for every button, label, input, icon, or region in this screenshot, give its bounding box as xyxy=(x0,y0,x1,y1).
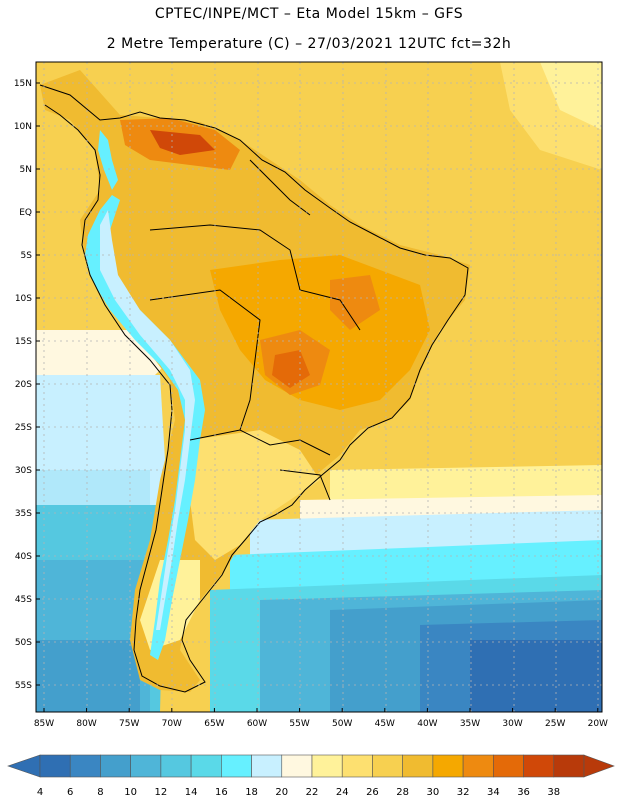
colorbar-swatch xyxy=(160,754,192,778)
colorbar-swatch xyxy=(493,754,524,778)
colorbar-label: 30 xyxy=(427,787,440,798)
coastlines xyxy=(39,84,469,693)
lon-label: 75W xyxy=(119,719,139,729)
colorbar-label: 12 xyxy=(155,787,168,798)
colorbar-label: 28 xyxy=(396,787,409,798)
lat-label: 40S xyxy=(15,552,32,562)
colorbar-label: 18 xyxy=(245,787,258,798)
lon-label: 85W xyxy=(34,719,54,729)
colorbar-swatch xyxy=(221,754,252,778)
colorbar-swatch xyxy=(553,754,585,778)
lon-label: 35W xyxy=(460,719,480,729)
colorbar-swatch xyxy=(372,754,403,778)
lat-label: 50S xyxy=(15,638,32,648)
colorbar-label: 38 xyxy=(547,787,560,798)
lat-label: 10N xyxy=(14,122,32,132)
lat-label: 20S xyxy=(15,380,32,390)
colorbar-label: 34 xyxy=(487,787,500,798)
lon-label: 45W xyxy=(375,719,395,729)
colorbar-label: 6 xyxy=(67,787,73,798)
colorbar-label: 22 xyxy=(306,787,319,798)
lon-label: 60W xyxy=(247,719,267,729)
lon-label: 65W xyxy=(204,719,224,729)
lat-label: 5N xyxy=(20,165,32,175)
colorbar-label: 20 xyxy=(275,787,288,798)
lat-label: 10S xyxy=(15,294,32,304)
colorbar-left-arrow xyxy=(7,754,41,778)
colorbar-label: 4 xyxy=(37,787,43,798)
latitude-labels: 15N 10N 5N EQ 5S 10S 15S 20S 25S 30S 35S 40S 45S 50S 5… xyxy=(14,79,40,691)
lat-label: 15N xyxy=(14,79,32,89)
lon-label: 20W xyxy=(588,719,608,729)
lat-label: 15S xyxy=(15,337,32,347)
colorbar-label: 32 xyxy=(457,787,470,798)
colorbar-swatch xyxy=(69,754,101,778)
lon-label: 40W xyxy=(417,719,437,729)
colorbar-swatch xyxy=(523,754,555,778)
lon-label: 25W xyxy=(545,719,565,729)
colorbar-label: 26 xyxy=(366,787,379,798)
colorbar-swatch xyxy=(402,754,434,778)
lat-label: 35S xyxy=(15,509,32,519)
lat-label: 30S xyxy=(15,466,32,476)
colorbar xyxy=(7,754,615,778)
colorbar-label: 10 xyxy=(124,787,137,798)
map-title-line-1: CPTEC/INPE/MCT – Eta Model 15km – GFS xyxy=(154,6,464,22)
colorbar-label: 14 xyxy=(185,787,198,798)
colorbar-right-arrow xyxy=(583,754,615,778)
map-frame xyxy=(35,61,603,713)
temperature-field xyxy=(36,62,602,712)
graticule xyxy=(36,62,602,712)
lat-label: 25S xyxy=(15,423,32,433)
lat-label: 45S xyxy=(15,595,32,605)
colorbar-swatch xyxy=(190,754,222,778)
lon-label: 50W xyxy=(332,719,352,729)
colorbar-label: 16 xyxy=(215,787,228,798)
lat-label: 5S xyxy=(21,251,33,261)
colorbar-swatch xyxy=(432,754,464,778)
colorbar-swatch xyxy=(130,754,162,778)
lon-label: 55W xyxy=(289,719,309,729)
lon-label: 70W xyxy=(162,719,182,729)
colorbar-swatch xyxy=(341,754,373,778)
colorbar-label: 8 xyxy=(97,787,103,798)
lon-label: 30W xyxy=(502,719,522,729)
colorbar-swatch xyxy=(311,754,343,778)
lat-label: 55S xyxy=(15,681,32,691)
colorbar-label: 24 xyxy=(336,787,349,798)
lon-label: 80W xyxy=(76,719,96,729)
colorbar-label: 36 xyxy=(517,787,530,798)
colorbar-labels: 4 6 8 10 12 14 16 18 20 22 24 26 28 30 32 34 36 38 xyxy=(37,787,560,798)
colorbar-swatch xyxy=(251,754,283,778)
colorbar-swatch xyxy=(100,754,131,778)
lat-label: EQ xyxy=(19,208,32,218)
colorbar-swatch xyxy=(281,754,313,778)
map-title-line-2: 2 Metre Temperature (C) – 27/03/2021 12U… xyxy=(106,36,512,52)
colorbar-swatch xyxy=(39,754,71,778)
colorbar-swatch xyxy=(462,754,494,778)
longitude-labels: 85W 80W 75W 70W 65W 60W 55W 50W 45W 40W 35W 30W 25W 2… xyxy=(34,708,608,729)
